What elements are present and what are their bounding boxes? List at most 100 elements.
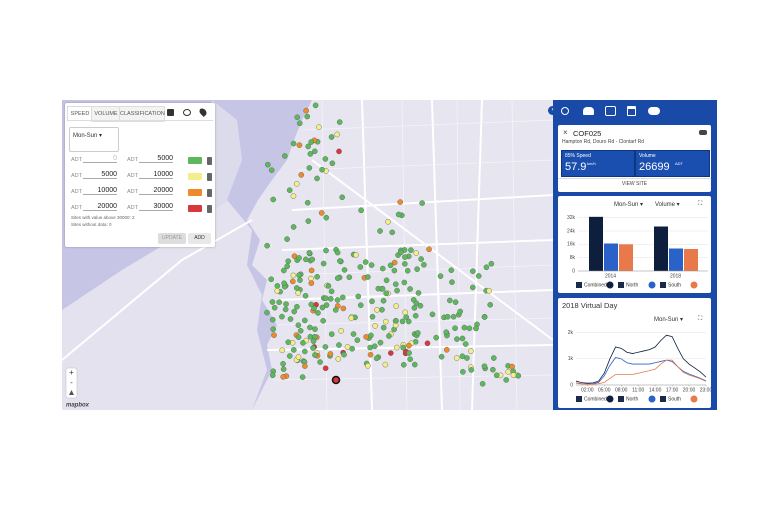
selected-site[interactable]: [331, 375, 341, 385]
site-marker[interactable]: [405, 318, 412, 325]
site-marker[interactable]: [286, 353, 293, 359]
site-marker[interactable]: [395, 211, 402, 218]
site-marker[interactable]: [503, 377, 510, 383]
site-marker[interactable]: [318, 210, 325, 216]
site-marker[interactable]: [363, 334, 369, 340]
site-marker[interactable]: [320, 317, 326, 324]
site-marker[interactable]: [479, 381, 486, 387]
site-marker[interactable]: [295, 290, 301, 296]
site-marker[interactable]: [290, 224, 297, 230]
site-marker[interactable]: [319, 166, 325, 173]
site-marker[interactable]: [303, 256, 309, 263]
site-marker[interactable]: [300, 340, 306, 346]
site-marker[interactable]: [460, 368, 466, 375]
zoom-out[interactable]: -: [70, 378, 73, 387]
site-marker[interactable]: [322, 295, 329, 302]
site-marker[interactable]: [264, 309, 270, 316]
site-marker[interactable]: [388, 350, 394, 356]
site-marker[interactable]: [443, 329, 450, 335]
site-marker[interactable]: [341, 351, 347, 358]
site-marker[interactable]: [411, 305, 418, 311]
site-marker[interactable]: [296, 142, 303, 148]
site-marker[interactable]: [389, 229, 396, 236]
site-marker[interactable]: [312, 326, 318, 332]
site-marker[interactable]: [392, 281, 399, 288]
site-marker[interactable]: [380, 324, 387, 331]
site-marker[interactable]: [306, 250, 313, 256]
site-marker[interactable]: [303, 107, 309, 114]
site-marker[interactable]: [379, 265, 386, 272]
site-marker[interactable]: [290, 347, 297, 353]
site-marker[interactable]: [280, 360, 286, 367]
site-marker[interactable]: [274, 283, 281, 289]
close-button[interactable]: ×: [563, 128, 568, 137]
site-marker[interactable]: [421, 261, 427, 268]
site-marker[interactable]: [362, 259, 369, 265]
site-marker[interactable]: [339, 294, 346, 301]
site-marker[interactable]: [289, 278, 296, 285]
site-marker[interactable]: [459, 353, 466, 360]
site-marker[interactable]: [285, 258, 292, 265]
site-marker[interactable]: [294, 303, 300, 310]
site-marker[interactable]: [462, 341, 469, 347]
site-marker[interactable]: [470, 268, 476, 274]
site-marker[interactable]: [305, 143, 311, 150]
site-marker[interactable]: [353, 252, 359, 258]
site-marker[interactable]: [286, 187, 293, 193]
tab[interactable]: CLASSIFICATION: [119, 106, 165, 122]
site-marker[interactable]: [459, 335, 466, 342]
site-marker[interactable]: [337, 258, 343, 264]
period-select[interactable]: Mon-Sun ▾: [69, 127, 119, 152]
max-input[interactable]: 5000: [139, 155, 173, 163]
site-marker[interactable]: [346, 274, 353, 281]
site-marker[interactable]: [470, 284, 476, 291]
search-icon[interactable]: [561, 107, 569, 115]
site-marker[interactable]: [371, 343, 378, 350]
site-marker[interactable]: [449, 279, 455, 285]
add-user-icon[interactable]: [583, 107, 594, 115]
site-marker[interactable]: [310, 345, 316, 351]
site-marker[interactable]: [369, 313, 376, 320]
site-marker[interactable]: [398, 249, 404, 256]
site-marker[interactable]: [486, 287, 492, 294]
site-marker[interactable]: [487, 301, 493, 308]
site-marker[interactable]: [509, 363, 515, 370]
collapse-button[interactable]: ›: [548, 106, 557, 115]
site-marker[interactable]: [296, 120, 303, 127]
site-marker[interactable]: [419, 200, 425, 206]
site-marker[interactable]: [290, 140, 297, 147]
site-marker[interactable]: [295, 322, 302, 328]
site-marker[interactable]: [296, 255, 302, 261]
site-marker[interactable]: [310, 338, 317, 344]
download-icon[interactable]: [648, 107, 660, 115]
site-marker[interactable]: [473, 325, 479, 332]
site-marker[interactable]: [287, 316, 294, 322]
compass[interactable]: [69, 390, 74, 395]
site-marker[interactable]: [276, 299, 282, 305]
site-marker[interactable]: [334, 131, 341, 138]
site-marker[interactable]: [306, 165, 313, 171]
delete-icon[interactable]: [207, 173, 212, 181]
site-marker[interactable]: [373, 355, 380, 362]
site-marker[interactable]: [271, 304, 278, 311]
site-marker[interactable]: [386, 333, 392, 339]
site-marker[interactable]: [328, 134, 335, 140]
site-marker[interactable]: [308, 139, 315, 145]
site-marker[interactable]: [319, 304, 326, 311]
site-marker[interactable]: [382, 361, 389, 368]
zoom-in[interactable]: +: [69, 368, 74, 377]
site-marker[interactable]: [466, 325, 473, 332]
period-select[interactable]: Mon-Sun ▾: [614, 202, 644, 208]
site-marker[interactable]: [358, 207, 364, 214]
add-button[interactable]: ADD: [188, 233, 211, 244]
max-input[interactable]: 10000: [139, 171, 173, 179]
delete-icon[interactable]: [207, 205, 212, 213]
site-marker[interactable]: [311, 148, 318, 155]
site-marker[interactable]: [377, 228, 383, 234]
site-marker[interactable]: [285, 339, 292, 345]
site-marker[interactable]: [327, 351, 334, 357]
site-marker[interactable]: [408, 247, 414, 253]
site-marker[interactable]: [336, 342, 342, 348]
site-marker[interactable]: [328, 288, 335, 295]
site-marker[interactable]: [406, 342, 412, 349]
